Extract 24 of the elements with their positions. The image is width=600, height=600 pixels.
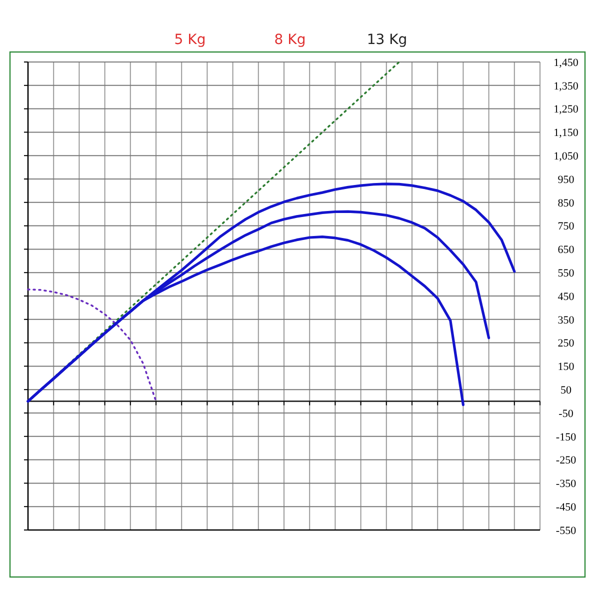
y-tick-label: -450 [556,501,577,514]
y-tick-label: 550 [558,267,575,280]
y-tick-label: 1,450 [554,56,579,69]
y-tick-label: 1,350 [554,80,579,92]
y-tick-label: 150 [558,361,575,374]
y-tick-label: 1,250 [554,104,579,116]
text: 13 Kg [366,32,408,48]
y-tick-label: 250 [558,338,575,350]
y-tick-label: 50 [560,384,572,396]
y-tick-label: 850 [558,197,575,210]
y-tick-label: -250 [556,454,577,467]
text: 5 Kg [174,32,206,48]
y-tick-label: -150 [556,431,577,444]
y-tick-label: 450 [558,290,575,303]
y-tick-label: 1,150 [554,127,579,140]
y-tick-label: -350 [556,478,577,490]
y-tick-label: 750 [558,220,575,233]
y-tick-label: 650 [558,244,575,256]
y-tick-label: 1,050 [554,150,579,162]
y-tick-label: -550 [556,524,577,537]
text: 8 Kg [274,32,306,48]
y-tick-label: -50 [558,408,574,420]
y-tick-label: 950 [558,174,575,186]
y-tick-label: 350 [558,314,575,326]
